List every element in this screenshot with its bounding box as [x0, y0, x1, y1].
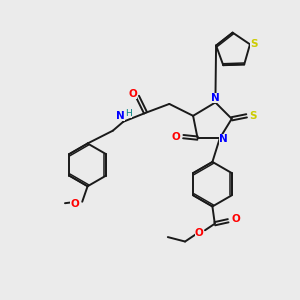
Text: O: O — [70, 199, 79, 209]
Text: N: N — [116, 111, 125, 122]
Text: O: O — [195, 228, 203, 238]
Text: O: O — [172, 132, 181, 142]
Text: H: H — [125, 109, 132, 118]
Text: O: O — [231, 214, 240, 224]
Text: S: S — [249, 111, 256, 121]
Text: N: N — [211, 93, 220, 103]
Text: N: N — [219, 134, 228, 144]
Text: S: S — [250, 39, 257, 49]
Text: O: O — [128, 88, 137, 98]
